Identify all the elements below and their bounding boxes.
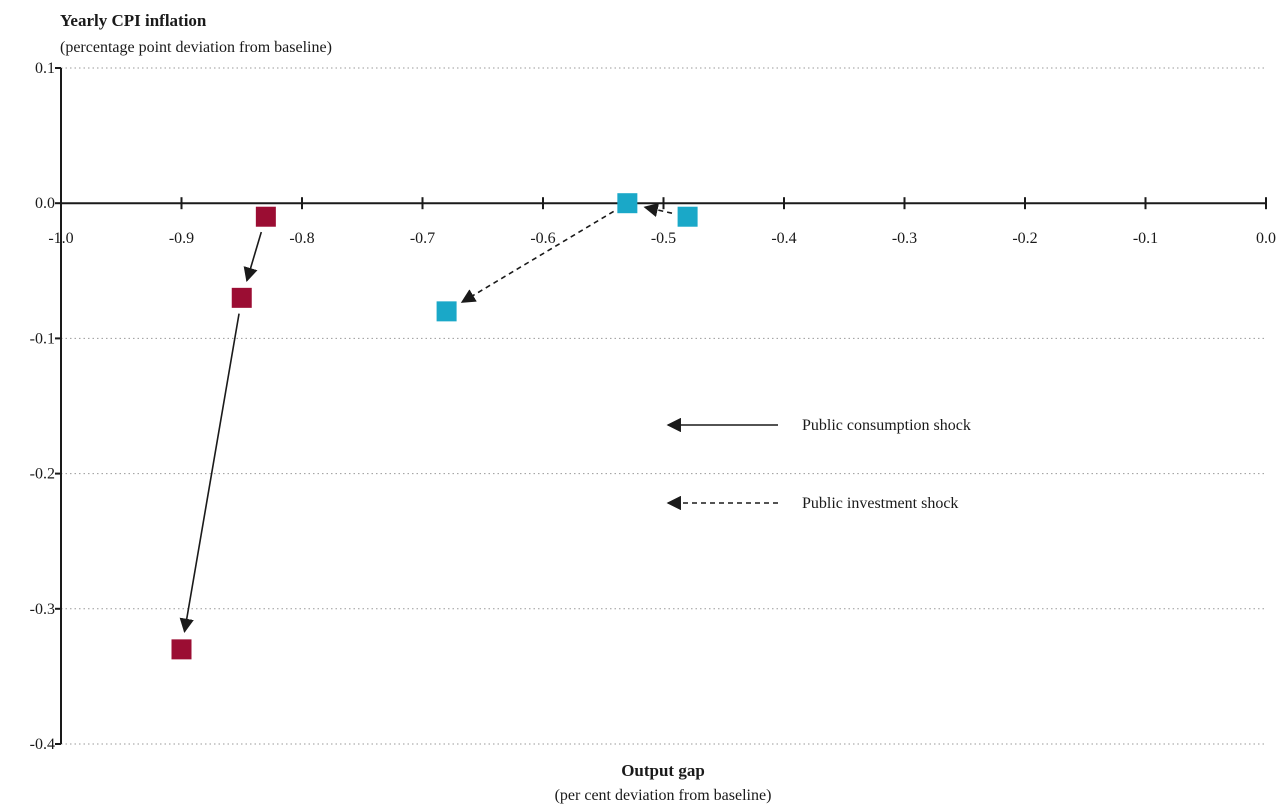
series-1-point-2 xyxy=(436,301,457,322)
series-0-arrow xyxy=(179,313,240,634)
x-tick-label: -0.5 xyxy=(651,230,676,247)
series-0-point-2 xyxy=(171,639,192,660)
x-tick-label: -0.4 xyxy=(771,230,796,247)
axes xyxy=(55,67,1267,745)
gridlines xyxy=(61,67,1266,745)
x-tick-label: -0.6 xyxy=(530,230,555,247)
x-tick-label: -1.0 xyxy=(48,230,73,247)
x-tick-label: -0.7 xyxy=(410,230,435,247)
legend-label-0: Public consumption shock xyxy=(802,417,971,434)
legend-label-1: Public investment shock xyxy=(802,495,958,512)
x-tick-label: -0.1 xyxy=(1133,230,1158,247)
series-0-point-0 xyxy=(255,206,276,227)
y-tick-label: -0.1 xyxy=(30,330,55,347)
tick-labels: 0.1 0.0 -0.1 -0.2 -0.3 -0.4 -1.0 -0.9 -0.8 -0.7 -0… xyxy=(30,60,1276,753)
y-tick-label: 0.1 xyxy=(35,60,55,77)
series-1-point-1 xyxy=(617,193,638,214)
y-axis-title: Yearly CPI inflation xyxy=(60,11,207,30)
series-1-point-0 xyxy=(677,206,698,227)
y-tick-label: -0.2 xyxy=(30,466,55,483)
y-tick-label: -0.4 xyxy=(30,736,55,753)
series-1-arrow xyxy=(460,210,615,303)
x-axis-subtitle: (per cent deviation from baseline) xyxy=(555,787,772,804)
x-tick-label: -0.8 xyxy=(289,230,314,247)
data-points xyxy=(171,193,698,660)
x-tick-label: -0.2 xyxy=(1012,230,1037,247)
x-tick-label: -0.3 xyxy=(892,230,917,247)
series-1-arrow xyxy=(643,202,673,218)
series-0-arrow xyxy=(243,231,263,282)
y-tick-label: 0.0 xyxy=(35,195,55,212)
x-tick-label: -0.9 xyxy=(169,230,194,247)
x-axis-title: Output gap xyxy=(621,761,705,780)
series-0-point-1 xyxy=(231,287,252,308)
x-tick-label: 0.0 xyxy=(1256,230,1276,247)
y-axis-subtitle: (percentage point deviation from baselin… xyxy=(60,39,332,56)
series-arrows xyxy=(179,202,673,634)
legend: Public consumption shock Public investmen… xyxy=(666,417,971,512)
y-tick-label: -0.3 xyxy=(30,601,55,618)
